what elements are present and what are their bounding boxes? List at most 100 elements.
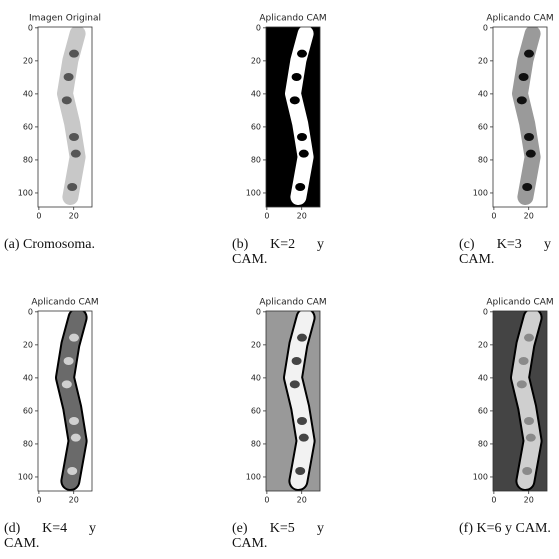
x-tick-label: 20 [69,212,79,221]
x-tick-label: 0 [36,496,41,505]
y-tick-label: 40 [478,373,488,382]
y-tick-label: 100 [18,472,33,481]
band [295,467,305,475]
band [69,50,79,58]
panel-title: Imagen Original [29,14,101,24]
band [69,133,79,141]
band [522,467,532,475]
x-tick-label: 20 [69,496,79,505]
y-tick-label: 0 [256,307,261,316]
y-tick-label: 60 [478,406,488,415]
caption: (b) K=2 y CAM. [232,237,324,267]
band [299,434,309,442]
chromosome [65,34,78,197]
y-tick-label: 100 [18,188,33,197]
y-tick-label: 60 [23,406,33,415]
band [292,357,302,365]
y-tick-label: 60 [251,122,261,131]
panel-title: Aplicando CAM [486,298,553,308]
y-tick-label: 80 [478,439,488,448]
caption: (d) K=4 y CAM. [4,521,96,551]
band [519,73,529,81]
y-tick-label: 80 [251,439,261,448]
y-tick-label: 100 [473,188,488,197]
band [526,150,536,158]
chromosome [520,34,533,197]
page: Imagen Original020406080100020Aplicando … [0,0,559,559]
chromosome [65,318,78,481]
y-tick-label: 0 [483,23,488,32]
panel-title: Aplicando CAM [31,298,98,308]
band [517,380,527,388]
y-tick-label: 80 [23,155,33,164]
y-tick-label: 100 [246,472,261,481]
y-tick-label: 80 [478,155,488,164]
y-tick-label: 40 [23,89,33,98]
band [519,357,529,365]
band [524,417,534,425]
y-tick-label: 40 [23,373,33,382]
y-tick-label: 60 [251,406,261,415]
x-tick-label: 20 [524,496,534,505]
band [62,96,72,104]
band [71,434,81,442]
y-tick-label: 80 [251,155,261,164]
x-tick-label: 0 [36,212,41,221]
caption: (a) Cromosoma. [4,237,96,252]
y-tick-label: 60 [23,122,33,131]
band [69,334,79,342]
y-tick-label: 40 [251,89,261,98]
band [524,133,534,141]
band [67,183,77,191]
band [524,50,534,58]
y-tick-label: 0 [28,307,33,316]
x-tick-label: 0 [264,212,269,221]
figure: Imagen Original020406080100020Aplicando … [0,0,559,559]
y-tick-label: 100 [473,472,488,481]
y-tick-label: 40 [251,373,261,382]
y-tick-label: 0 [28,23,33,32]
image [62,318,81,481]
band [62,380,72,388]
band [290,380,300,388]
band [71,150,81,158]
band [524,334,534,342]
y-tick-label: 20 [251,56,261,65]
band [297,417,307,425]
x-tick-label: 0 [491,496,496,505]
panel-title: Aplicando CAM [259,298,326,308]
band [517,96,527,104]
panel-title: Aplicando CAM [259,14,326,24]
band [297,50,307,58]
y-tick-label: 40 [478,89,488,98]
caption: (c) K=3 y CAM. [459,237,551,267]
band [522,183,532,191]
band [526,434,536,442]
y-tick-label: 20 [23,56,33,65]
y-tick-label: 0 [256,23,261,32]
x-tick-label: 20 [297,496,307,505]
x-tick-label: 20 [297,212,307,221]
chromosome [520,318,533,481]
image [290,318,309,481]
x-tick-label: 20 [524,212,534,221]
band [299,150,309,158]
band [290,96,300,104]
y-tick-label: 20 [23,340,33,349]
band [295,183,305,191]
band [292,73,302,81]
band [297,334,307,342]
caption: (e) K=5 y CAM. [232,521,324,551]
x-tick-label: 0 [264,496,269,505]
y-tick-label: 80 [23,439,33,448]
x-tick-label: 0 [491,212,496,221]
band [67,467,77,475]
y-tick-label: 60 [478,122,488,131]
panel-title: Aplicando CAM [486,14,553,24]
image [517,318,536,481]
chromosome [293,34,306,197]
y-tick-label: 20 [251,340,261,349]
band [64,73,74,81]
band [64,357,74,365]
y-tick-label: 100 [246,188,261,197]
